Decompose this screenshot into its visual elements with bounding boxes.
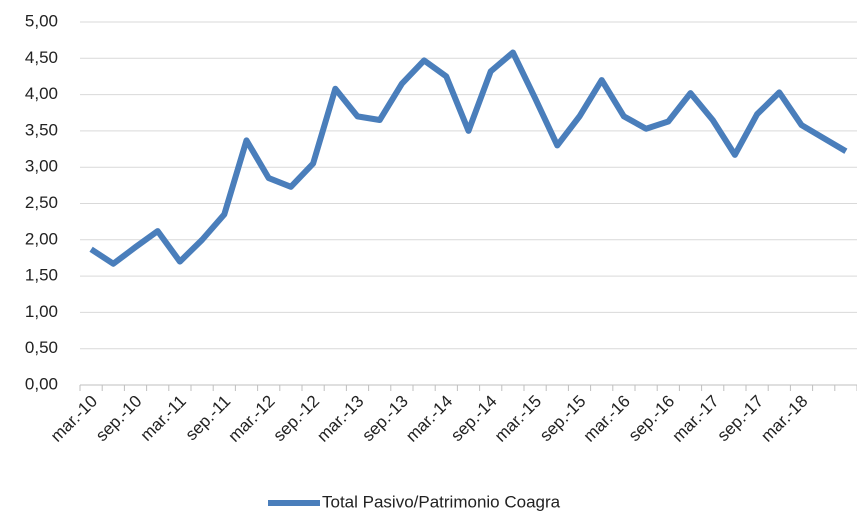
x-tick-label: sep.-10: [92, 392, 146, 446]
x-tick-label: sep.-17: [714, 392, 768, 446]
x-tick-label: mar.-16: [580, 392, 634, 446]
y-tick-label: 3,00: [25, 157, 58, 176]
y-tick-label: 1,50: [25, 266, 58, 285]
x-tick-label: sep.-13: [358, 392, 412, 446]
x-tick-label: sep.-15: [536, 392, 590, 446]
legend-label: Total Pasivo/Patrimonio Coagra: [322, 492, 561, 511]
x-tick-label: mar.-11: [137, 392, 190, 445]
x-tick-label: mar.-13: [313, 392, 367, 446]
y-tick-label: 2,00: [25, 229, 58, 248]
y-tick-label: 4,50: [25, 48, 58, 67]
x-tick-label: mar.-17: [669, 392, 723, 446]
y-tick-label: 1,00: [25, 302, 58, 321]
x-tick-label: mar.-12: [225, 392, 279, 446]
x-tick-label: mar.-18: [757, 392, 811, 446]
y-tick-label: 4,00: [25, 84, 58, 103]
x-tick-label: mar.-15: [491, 392, 545, 446]
y-tick-label: 0,00: [25, 374, 58, 393]
x-tick-label: sep.-14: [447, 392, 501, 446]
data-line: [89, 49, 848, 267]
x-tick-label: mar.-10: [47, 392, 101, 446]
y-tick-label: 2,50: [25, 193, 58, 212]
y-tick-label: 3,50: [25, 120, 58, 139]
y-tick-label: 0,50: [25, 338, 58, 357]
x-tick-label: sep.-16: [625, 392, 679, 446]
y-tick-label: 5,00: [25, 11, 58, 30]
x-tick-label: mar.-14: [402, 392, 456, 446]
x-tick-label: sep.-12: [270, 392, 324, 446]
x-tick-label: sep.-11: [182, 392, 235, 445]
